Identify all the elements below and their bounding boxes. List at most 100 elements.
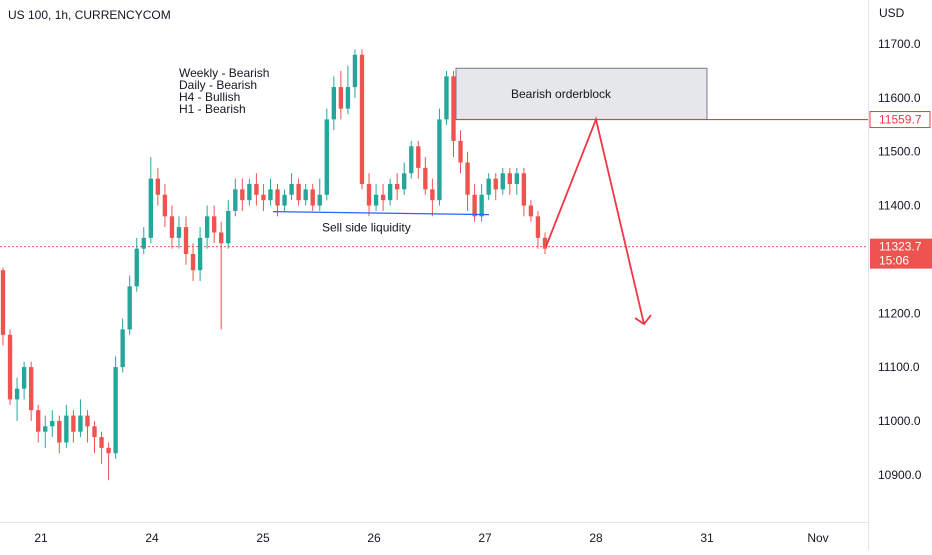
candle bbox=[514, 167, 520, 195]
candle bbox=[310, 184, 315, 211]
candle bbox=[416, 140, 421, 179]
time-tick-label: 21 bbox=[34, 531, 48, 545]
candle bbox=[92, 420, 97, 454]
candle bbox=[169, 205, 175, 249]
candle bbox=[99, 431, 104, 465]
candle-body bbox=[486, 178, 491, 195]
candle bbox=[120, 318, 125, 373]
candle-body bbox=[380, 194, 386, 201]
time-tick-label: 25 bbox=[256, 531, 270, 545]
time-tick-label: Nov bbox=[807, 531, 828, 545]
candle bbox=[0, 267, 6, 346]
candle-body bbox=[99, 437, 104, 448]
price-tick-label: 11600.0 bbox=[878, 91, 921, 105]
candle bbox=[409, 140, 414, 179]
candle bbox=[162, 184, 168, 228]
candle bbox=[345, 65, 351, 115]
projection-arrowhead bbox=[634, 314, 652, 326]
candle-body bbox=[437, 119, 442, 201]
candle bbox=[331, 76, 337, 131]
candle-body bbox=[402, 173, 407, 190]
candle-body bbox=[43, 426, 48, 432]
candle bbox=[148, 157, 154, 244]
candle-body bbox=[451, 76, 456, 141]
candle bbox=[106, 442, 111, 481]
candle bbox=[479, 184, 484, 222]
candle bbox=[528, 200, 534, 222]
candle bbox=[78, 399, 83, 438]
candle-body bbox=[197, 237, 203, 271]
candle bbox=[338, 70, 344, 120]
projection-path[interactable] bbox=[545, 116, 645, 325]
candle-body bbox=[36, 410, 41, 432]
candle-body bbox=[458, 140, 463, 163]
price-tick-label: 10900.0 bbox=[878, 468, 922, 482]
candle-body bbox=[204, 216, 210, 238]
candle bbox=[324, 108, 329, 201]
candle bbox=[7, 329, 13, 405]
time-tick-label: 31 bbox=[700, 531, 714, 545]
candle bbox=[247, 178, 252, 206]
candle-body bbox=[190, 254, 196, 271]
candle bbox=[71, 410, 76, 443]
candle bbox=[380, 184, 386, 211]
candle-body bbox=[226, 210, 231, 244]
sell-side-liquidity-line[interactable] bbox=[272, 211, 490, 216]
candle-body bbox=[211, 216, 217, 233]
candle bbox=[507, 167, 512, 195]
candle-body bbox=[50, 420, 55, 427]
level-price-box bbox=[869, 111, 931, 129]
candle bbox=[127, 275, 132, 335]
candle bbox=[176, 216, 182, 249]
orderblock-zone[interactable] bbox=[455, 67, 708, 120]
candle-body bbox=[465, 162, 470, 195]
candle-body bbox=[423, 167, 428, 190]
price-tick-label: 11000.0 bbox=[878, 414, 921, 428]
candle-body bbox=[324, 119, 329, 195]
candle-body bbox=[57, 420, 62, 443]
price-tick-label: 11500.0 bbox=[878, 145, 921, 159]
candle bbox=[296, 178, 301, 206]
candle bbox=[141, 227, 146, 255]
candle-body bbox=[0, 270, 6, 335]
candle-body bbox=[345, 87, 351, 109]
price-tick-label: 11400.0 bbox=[878, 199, 921, 213]
candle bbox=[190, 243, 196, 281]
candle-body bbox=[303, 189, 308, 201]
price-tick-label: 11100.0 bbox=[878, 360, 920, 374]
candle-body bbox=[169, 216, 175, 238]
candle-body bbox=[247, 184, 252, 201]
candle bbox=[521, 167, 527, 217]
orderblock-label: Bearish orderblock bbox=[511, 87, 612, 101]
candle-body bbox=[14, 388, 20, 400]
candle-body bbox=[535, 216, 541, 238]
candle-body bbox=[7, 334, 13, 400]
candle bbox=[134, 237, 139, 292]
candle bbox=[317, 178, 322, 211]
candle bbox=[14, 377, 20, 421]
candle bbox=[233, 178, 238, 217]
candle-body bbox=[394, 184, 400, 190]
candle bbox=[268, 178, 273, 206]
candle-body bbox=[92, 426, 97, 438]
candle bbox=[303, 184, 308, 206]
candle bbox=[472, 184, 477, 222]
candle-body bbox=[254, 184, 259, 195]
time-tick-label: 24 bbox=[145, 531, 159, 545]
candle-body bbox=[141, 237, 146, 249]
candle bbox=[402, 162, 407, 195]
sell-side-liquidity-label: Sell side liquidity bbox=[322, 221, 411, 235]
candle bbox=[155, 167, 161, 206]
candle bbox=[219, 221, 224, 330]
candle bbox=[64, 404, 69, 448]
candle bbox=[373, 184, 379, 211]
candle-body bbox=[500, 173, 505, 190]
time-tick-label: 28 bbox=[589, 531, 603, 545]
candle-body bbox=[183, 227, 189, 255]
time-axis[interactable]: 21 24 25 26 27 28 31 Nov bbox=[34, 531, 828, 545]
candle-body bbox=[317, 194, 322, 206]
symbol-title: US 100, 1h, CURRENCYCOM bbox=[8, 8, 171, 22]
candle bbox=[500, 167, 505, 195]
